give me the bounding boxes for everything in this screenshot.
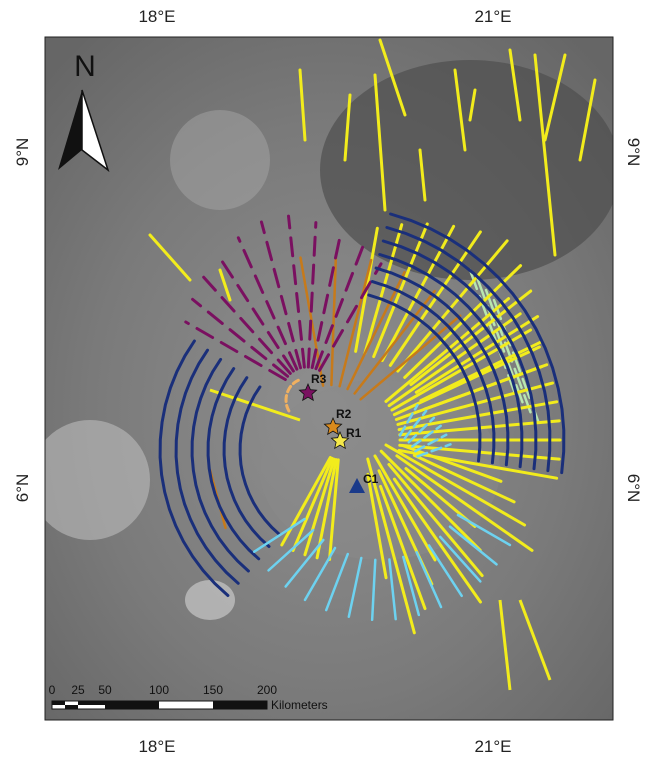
scale-seg <box>52 701 65 705</box>
scale-seg <box>65 705 78 709</box>
scale-seg <box>213 701 267 709</box>
scale-label: 50 <box>98 683 112 697</box>
lat-label: 9°N <box>13 138 32 167</box>
lat-label: 6°N <box>624 474 643 503</box>
scale-seg <box>78 701 105 705</box>
site-label: C1 <box>363 472 379 486</box>
scale-label: 200 <box>257 683 277 697</box>
site-label: R2 <box>336 407 352 421</box>
lat-label: 6°N <box>13 474 32 503</box>
scale-seg <box>105 701 159 709</box>
site-label: R3 <box>311 372 327 386</box>
bright-terrain <box>185 580 235 620</box>
scale-label: 100 <box>149 683 169 697</box>
lon-label: 18°E <box>138 737 175 756</box>
scale-label: 150 <box>203 683 223 697</box>
north-label: N <box>74 50 96 83</box>
lon-label: 21°E <box>474 737 511 756</box>
site-label: R1 <box>346 426 362 440</box>
bright-terrain <box>170 110 270 210</box>
lon-label: 21°E <box>474 7 511 26</box>
lon-label: 18°E <box>138 7 175 26</box>
map-figure: 18°E 21°E 18°E 21°E 9°N 6°N 9°N 6°N N 0 … <box>0 0 651 761</box>
lat-label: 9°N <box>624 138 643 167</box>
scale-label: 0 <box>49 683 56 697</box>
scale-unit: Kilometers <box>271 698 328 712</box>
bright-terrain <box>30 420 150 540</box>
scale-label: 25 <box>71 683 85 697</box>
